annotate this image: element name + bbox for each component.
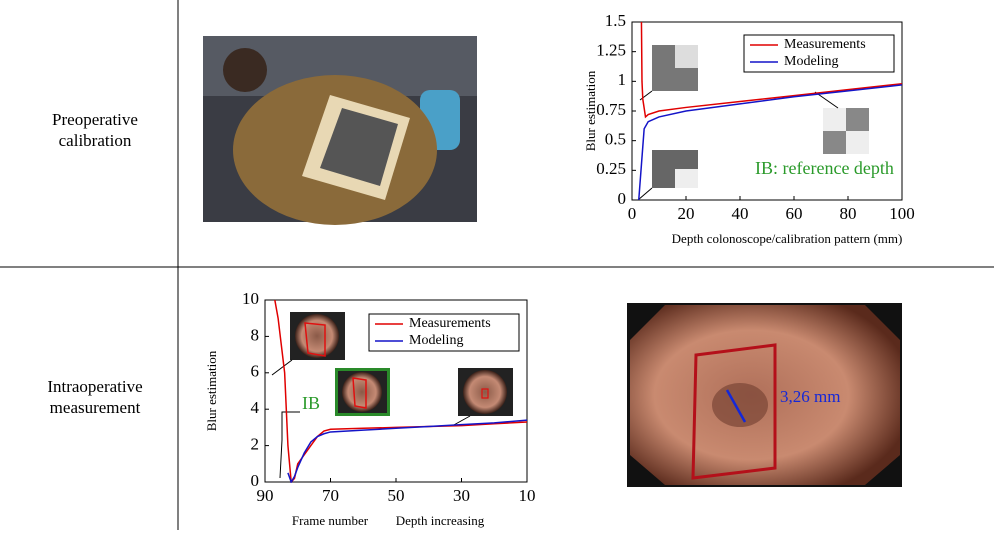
x-tick-label: 80: [840, 204, 857, 223]
legend-label: Modeling: [409, 333, 463, 348]
legend-label: Modeling: [784, 54, 838, 69]
x-tick-label: 30: [453, 486, 470, 505]
x-tick-label: 10: [519, 486, 536, 505]
y-tick-label: 4: [251, 398, 260, 417]
page: Preoperative calibration Intraoperative …: [0, 0, 994, 539]
y-tick-label: 6: [251, 362, 260, 381]
endoscopy-photo: 3,26 mm: [627, 303, 902, 487]
measurement-label: 3,26 mm: [780, 387, 840, 406]
annotation: IB: [302, 393, 320, 413]
y-tick-label: 0: [618, 189, 627, 208]
x-axis-label: Depth colonoscope/calibration pattern (m…: [672, 231, 903, 246]
x-tick-label: 90: [257, 486, 274, 505]
x-tick-label: 100: [889, 204, 915, 223]
y-tick-label: 1.5: [605, 11, 626, 30]
y-tick-label: 1.25: [596, 41, 626, 60]
x-axis-label: Frame number: [292, 513, 369, 528]
y-tick-label: 1: [618, 70, 627, 89]
x-annotation: Depth increasing: [396, 513, 485, 528]
legend-label: Measurements: [409, 316, 491, 331]
y-tick-label: 8: [251, 325, 260, 344]
x-tick-label: 40: [732, 204, 749, 223]
y-tick-label: 0.75: [596, 100, 626, 119]
y-tick-label: 2: [251, 435, 260, 454]
x-tick-label: 70: [322, 486, 339, 505]
annotation: IB: reference depth: [755, 158, 894, 178]
y-axis-label: Blur estimation: [583, 70, 598, 151]
x-tick-label: 0: [628, 204, 637, 223]
series-line: [288, 420, 527, 482]
y-tick-label: 0.5: [605, 130, 626, 149]
figure: 3,26 mm 0 0.25 0.5 0.75 1 1.25 1.5 0 20 40 60 80 100…: [0, 0, 994, 539]
x-tick-label: 50: [388, 486, 405, 505]
y-axis-label: Blur estimation: [204, 350, 219, 431]
y-tick-label: 10: [242, 289, 259, 308]
x-tick-label: 20: [678, 204, 695, 223]
legend-label: Measurements: [784, 37, 866, 52]
calibration-photo: [203, 36, 477, 225]
x-tick-label: 60: [786, 204, 803, 223]
y-tick-label: 0.25: [596, 159, 626, 178]
